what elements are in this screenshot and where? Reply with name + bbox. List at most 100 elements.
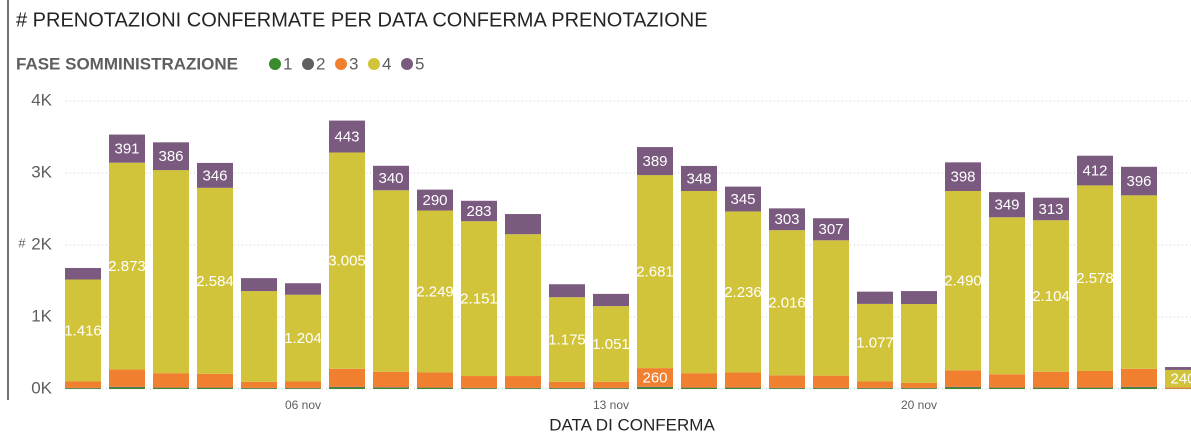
bar-segment (637, 175, 673, 369)
bar-segment (549, 381, 585, 388)
bar-segment (857, 291, 893, 304)
data-label: 290 (422, 192, 447, 209)
data-label: 240 (1170, 371, 1191, 388)
bar-segment (65, 381, 101, 388)
bar-segment (681, 373, 717, 388)
data-label: 307 (818, 221, 843, 238)
chart-title: # PRENOTAZIONI CONFERMATE PER DATA CONFE… (16, 9, 708, 31)
bar-segment (681, 165, 717, 191)
bar-segment (769, 208, 805, 231)
legend-label: 2 (316, 54, 325, 73)
bar-segment (329, 152, 365, 369)
bar-segment (769, 230, 805, 376)
bar-segment (1033, 220, 1069, 372)
bar-segment (945, 387, 981, 389)
bar-segment (1033, 371, 1069, 388)
data-label: 391 (114, 141, 139, 158)
bar-segment (373, 165, 409, 191)
data-label: 1.051 (592, 336, 630, 353)
data-label: 398 (950, 169, 975, 186)
data-label: 2.681 (636, 264, 674, 281)
bar-segment (373, 387, 409, 389)
data-label: 2.016 (768, 295, 806, 312)
bar-segment (549, 388, 585, 389)
x-tick-label: 06 nov (285, 398, 321, 412)
bar-segment (725, 186, 761, 212)
data-label: 2.584 (196, 273, 234, 290)
bar-segment (637, 387, 673, 389)
bar-segment (1121, 166, 1157, 196)
bar-segment (1121, 386, 1157, 388)
bar-segment (901, 382, 937, 388)
bar-segment (329, 368, 365, 387)
data-label: 389 (642, 153, 667, 170)
x-axis-title: DATA DI CONFERMA (549, 415, 715, 434)
data-label: 313 (1038, 201, 1063, 218)
bar-segment (153, 373, 189, 388)
bar-segment (285, 381, 321, 388)
bar-segment (461, 376, 497, 388)
bar-segment (901, 304, 937, 383)
data-label: 283 (466, 203, 491, 220)
data-label: 260 (642, 369, 667, 386)
data-label: 2.249 (416, 283, 454, 300)
bar-segment (593, 388, 629, 389)
bar-segment (901, 291, 937, 305)
bar-segment (1121, 195, 1157, 369)
data-label: 443 (334, 129, 359, 146)
bar-segment (769, 388, 805, 389)
bar-segment (593, 306, 629, 382)
y-tick-label: 1K (31, 306, 52, 325)
bar-segment (549, 297, 585, 382)
bar-segment (109, 134, 145, 163)
bar-segment (241, 278, 277, 292)
data-label: 349 (994, 197, 1019, 214)
data-label: 2.104 (1032, 288, 1070, 305)
bar-segment (989, 217, 1025, 375)
data-label: 346 (202, 167, 227, 184)
bar-segment (285, 294, 321, 382)
bar-segment (1077, 371, 1113, 388)
data-label: 2.236 (724, 284, 762, 301)
bar-segment (637, 368, 673, 387)
bar-segment (989, 192, 1025, 218)
bar-segment (373, 371, 409, 388)
bar-segment (417, 210, 453, 373)
bar-segment (109, 387, 145, 389)
bar-segment (241, 388, 277, 389)
bar-segment (109, 386, 145, 388)
bar-segment (505, 234, 541, 377)
bar-segment (945, 162, 981, 191)
bar-segment (1165, 369, 1191, 388)
y-axis-title: # (18, 235, 26, 250)
data-label: 2.578 (1076, 270, 1114, 287)
bar-segment (593, 293, 629, 307)
bar-segment (593, 381, 629, 388)
bar-segment (1121, 368, 1157, 387)
legend-label: 5 (415, 54, 424, 73)
bar-segment (1165, 387, 1191, 389)
x-tick-label: 20 nov (901, 398, 937, 412)
bar-segment (769, 375, 805, 388)
legend-title: FASE SOMMINISTRAZIONE (16, 54, 238, 73)
bar-segment (109, 369, 145, 387)
data-label: 3.005 (328, 253, 366, 270)
bar-segment (197, 373, 233, 388)
bar-segment (945, 370, 981, 387)
bar-segment (1033, 387, 1069, 389)
bar-segment (857, 381, 893, 388)
data-label: 1.416 (64, 322, 102, 339)
bar-segment (285, 388, 321, 389)
data-label: 345 (730, 191, 755, 208)
bar-segment (109, 162, 145, 370)
data-label: 1.175 (548, 331, 586, 348)
bar-segment (65, 279, 101, 382)
data-label: 2.151 (460, 291, 498, 308)
data-label: 412 (1082, 163, 1107, 180)
bar-segment (989, 387, 1025, 389)
bar-segment (417, 189, 453, 211)
bar-segment (65, 388, 101, 389)
data-label: 303 (774, 211, 799, 228)
bar-segment (505, 376, 541, 388)
bar-segment (681, 387, 717, 389)
